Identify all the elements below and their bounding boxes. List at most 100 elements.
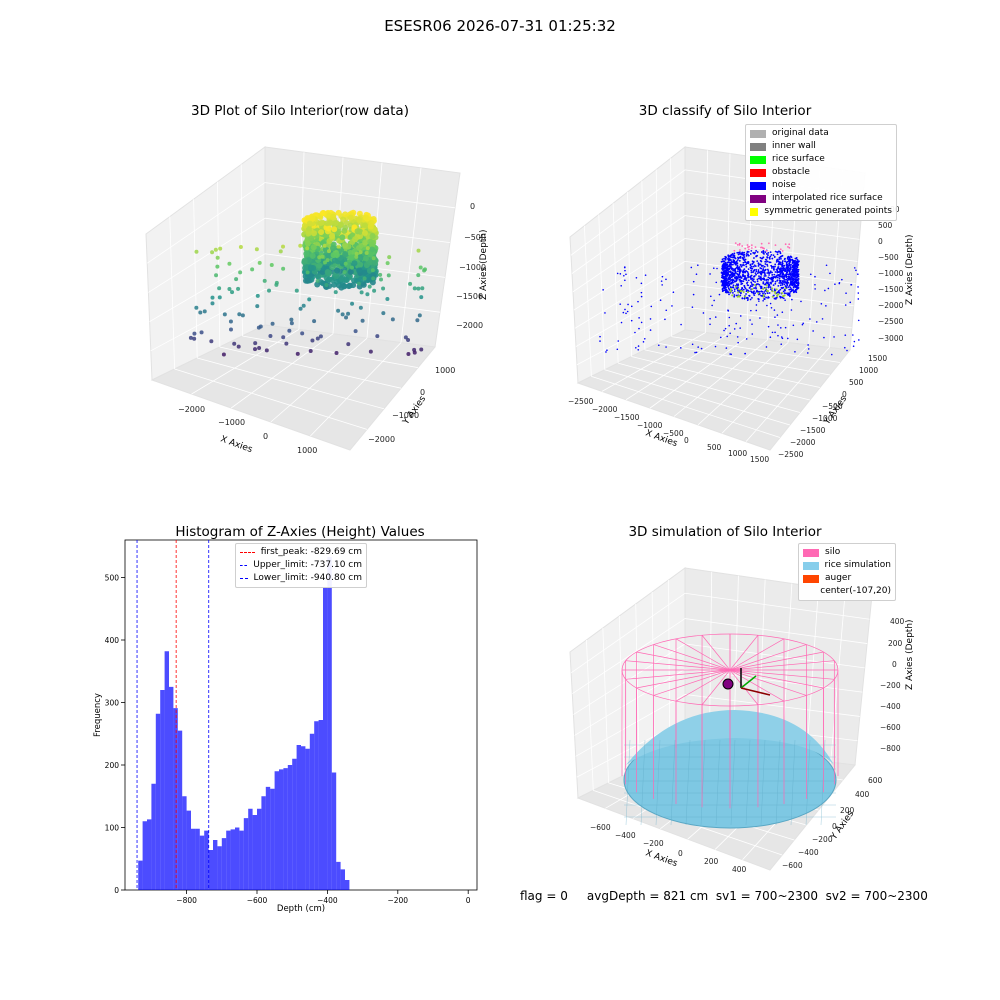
data-point <box>735 261 738 264</box>
data-point <box>322 243 327 248</box>
data-point <box>735 266 738 269</box>
data-point <box>361 269 368 276</box>
data-point <box>760 260 763 263</box>
mesh-line <box>700 739 706 826</box>
data-point <box>789 273 791 276</box>
data-point <box>765 281 768 284</box>
histogram-bar <box>217 846 222 890</box>
mesh-line <box>790 739 796 826</box>
data-point <box>857 292 860 294</box>
data-point <box>751 323 753 325</box>
data-point <box>748 245 751 248</box>
data-point <box>753 264 756 266</box>
data-point <box>833 336 835 338</box>
data-point <box>771 278 774 280</box>
gridline <box>684 238 858 262</box>
data-point <box>309 215 316 222</box>
data-point <box>751 285 753 287</box>
data-point <box>750 265 753 268</box>
data-point <box>733 252 736 255</box>
data-point <box>796 258 799 261</box>
data-point <box>304 277 311 284</box>
data-point <box>800 300 802 303</box>
histogram-bar <box>257 808 262 890</box>
data-point <box>731 274 734 276</box>
data-point <box>792 273 795 276</box>
histogram-bar <box>169 686 174 890</box>
data-point <box>284 341 289 346</box>
data-point <box>268 333 273 338</box>
data-point <box>625 273 627 276</box>
data-point <box>794 281 797 284</box>
data-point <box>357 254 364 261</box>
data-point <box>762 247 764 250</box>
data-point <box>784 326 787 329</box>
histogram-bar <box>199 835 205 890</box>
data-point <box>375 334 380 339</box>
data-point <box>416 286 421 291</box>
silo-wireframe <box>621 633 839 809</box>
data-point <box>768 261 771 264</box>
data-point <box>775 268 778 271</box>
data-point <box>795 257 798 259</box>
data-point <box>643 338 646 340</box>
simulation-y-tick: −400 <box>798 848 819 857</box>
auger-axis-y <box>740 675 757 689</box>
histogram-bars <box>138 556 350 890</box>
data-point <box>198 310 203 315</box>
data-point <box>774 292 777 295</box>
data-point <box>771 290 774 293</box>
gridline <box>193 199 198 359</box>
silo-edge <box>729 669 824 689</box>
legend-label: noise <box>772 180 796 190</box>
legend-entry: Upper_limit: -737.10 cm <box>240 559 362 572</box>
data-point <box>726 290 729 293</box>
data-point <box>760 242 763 245</box>
data-point <box>762 256 765 259</box>
data-point <box>642 341 645 343</box>
raw-x-tick: −2000 <box>178 405 205 414</box>
data-point <box>626 310 629 313</box>
data-point <box>412 286 417 291</box>
data-point <box>635 347 637 349</box>
raw-z-tick: −1500 <box>456 292 483 301</box>
data-point <box>317 255 322 260</box>
data-point <box>338 221 345 228</box>
data-point <box>630 305 633 308</box>
data-point <box>821 318 824 320</box>
gridline <box>684 643 865 669</box>
data-point <box>740 289 743 292</box>
data-point <box>716 267 718 270</box>
histogram-x-ticks: −800 −600 −400 −200 0 <box>176 890 471 905</box>
data-point <box>760 278 762 281</box>
simulation-z-tick: 400 <box>890 617 905 626</box>
data-point <box>767 254 769 256</box>
data-point <box>638 327 640 330</box>
data-point <box>236 344 241 349</box>
data-point <box>779 252 782 255</box>
simulation-3d-surface: −600 −400 −200 0 200 400 X Axies −600 −4… <box>569 567 915 874</box>
data-point <box>771 287 774 290</box>
data-point <box>783 297 785 300</box>
simulation-z-tick: 200 <box>888 639 903 648</box>
data-point <box>797 284 800 287</box>
histogram-bar <box>164 651 169 890</box>
gridline <box>146 182 266 264</box>
data-point <box>640 291 643 294</box>
histogram-bar <box>243 818 249 890</box>
data-point <box>371 276 376 281</box>
data-point <box>324 282 329 287</box>
legend-label: rice simulation <box>824 560 891 570</box>
data-point <box>661 275 664 278</box>
data-point <box>255 304 260 309</box>
classify-z-tick: −500 <box>878 253 899 262</box>
data-point <box>778 261 781 264</box>
data-point <box>289 321 294 326</box>
data-point <box>379 277 384 282</box>
data-point <box>319 219 326 226</box>
data-point <box>767 276 770 279</box>
data-point <box>240 313 245 318</box>
data-point <box>366 259 373 266</box>
data-point <box>350 282 357 289</box>
data-point <box>755 255 758 258</box>
